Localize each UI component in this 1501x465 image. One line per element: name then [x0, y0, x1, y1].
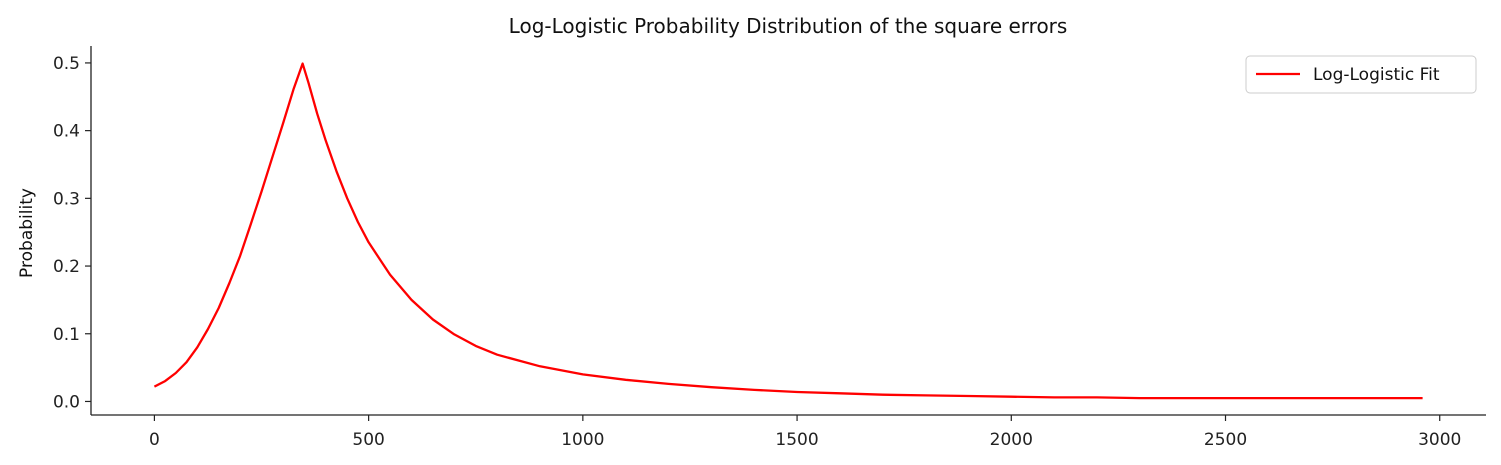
- legend: Log-Logistic Fit: [1245, 55, 1477, 94]
- legend-box: [1245, 55, 1477, 94]
- x-tick-label: 3000: [1418, 430, 1461, 450]
- y-tick-label: 0.1: [53, 325, 80, 345]
- y-tick-label: 0.2: [53, 257, 80, 277]
- y-tick-label: 0.4: [53, 122, 80, 142]
- x-tick-label: 1000: [561, 430, 604, 450]
- x-tick-label: 500: [352, 430, 384, 450]
- x-tick-label: 2500: [1204, 430, 1247, 450]
- x-tick-label: 2000: [990, 430, 1033, 450]
- legend-label: Log-Logistic Fit: [1313, 65, 1440, 85]
- chart-title: Log-Logistic Probability Distribution of…: [509, 14, 1068, 38]
- y-tick-label: 0.5: [53, 54, 80, 74]
- ticks: 0 500 1000 1500 2000 2500 3000 0.0 0.1 0.2 0.3 0.4 0…: [53, 54, 1461, 450]
- y-tick-label: 0.3: [53, 189, 80, 209]
- x-tick-label: 0: [149, 430, 160, 450]
- axes: [90, 46, 1486, 416]
- y-axis-label: Probability: [17, 188, 37, 278]
- series-layer: [153, 62, 1423, 400]
- series-line-0: [153, 62, 1423, 400]
- x-tick-label: 1500: [775, 430, 818, 450]
- y-tick-label: 0.0: [53, 392, 80, 412]
